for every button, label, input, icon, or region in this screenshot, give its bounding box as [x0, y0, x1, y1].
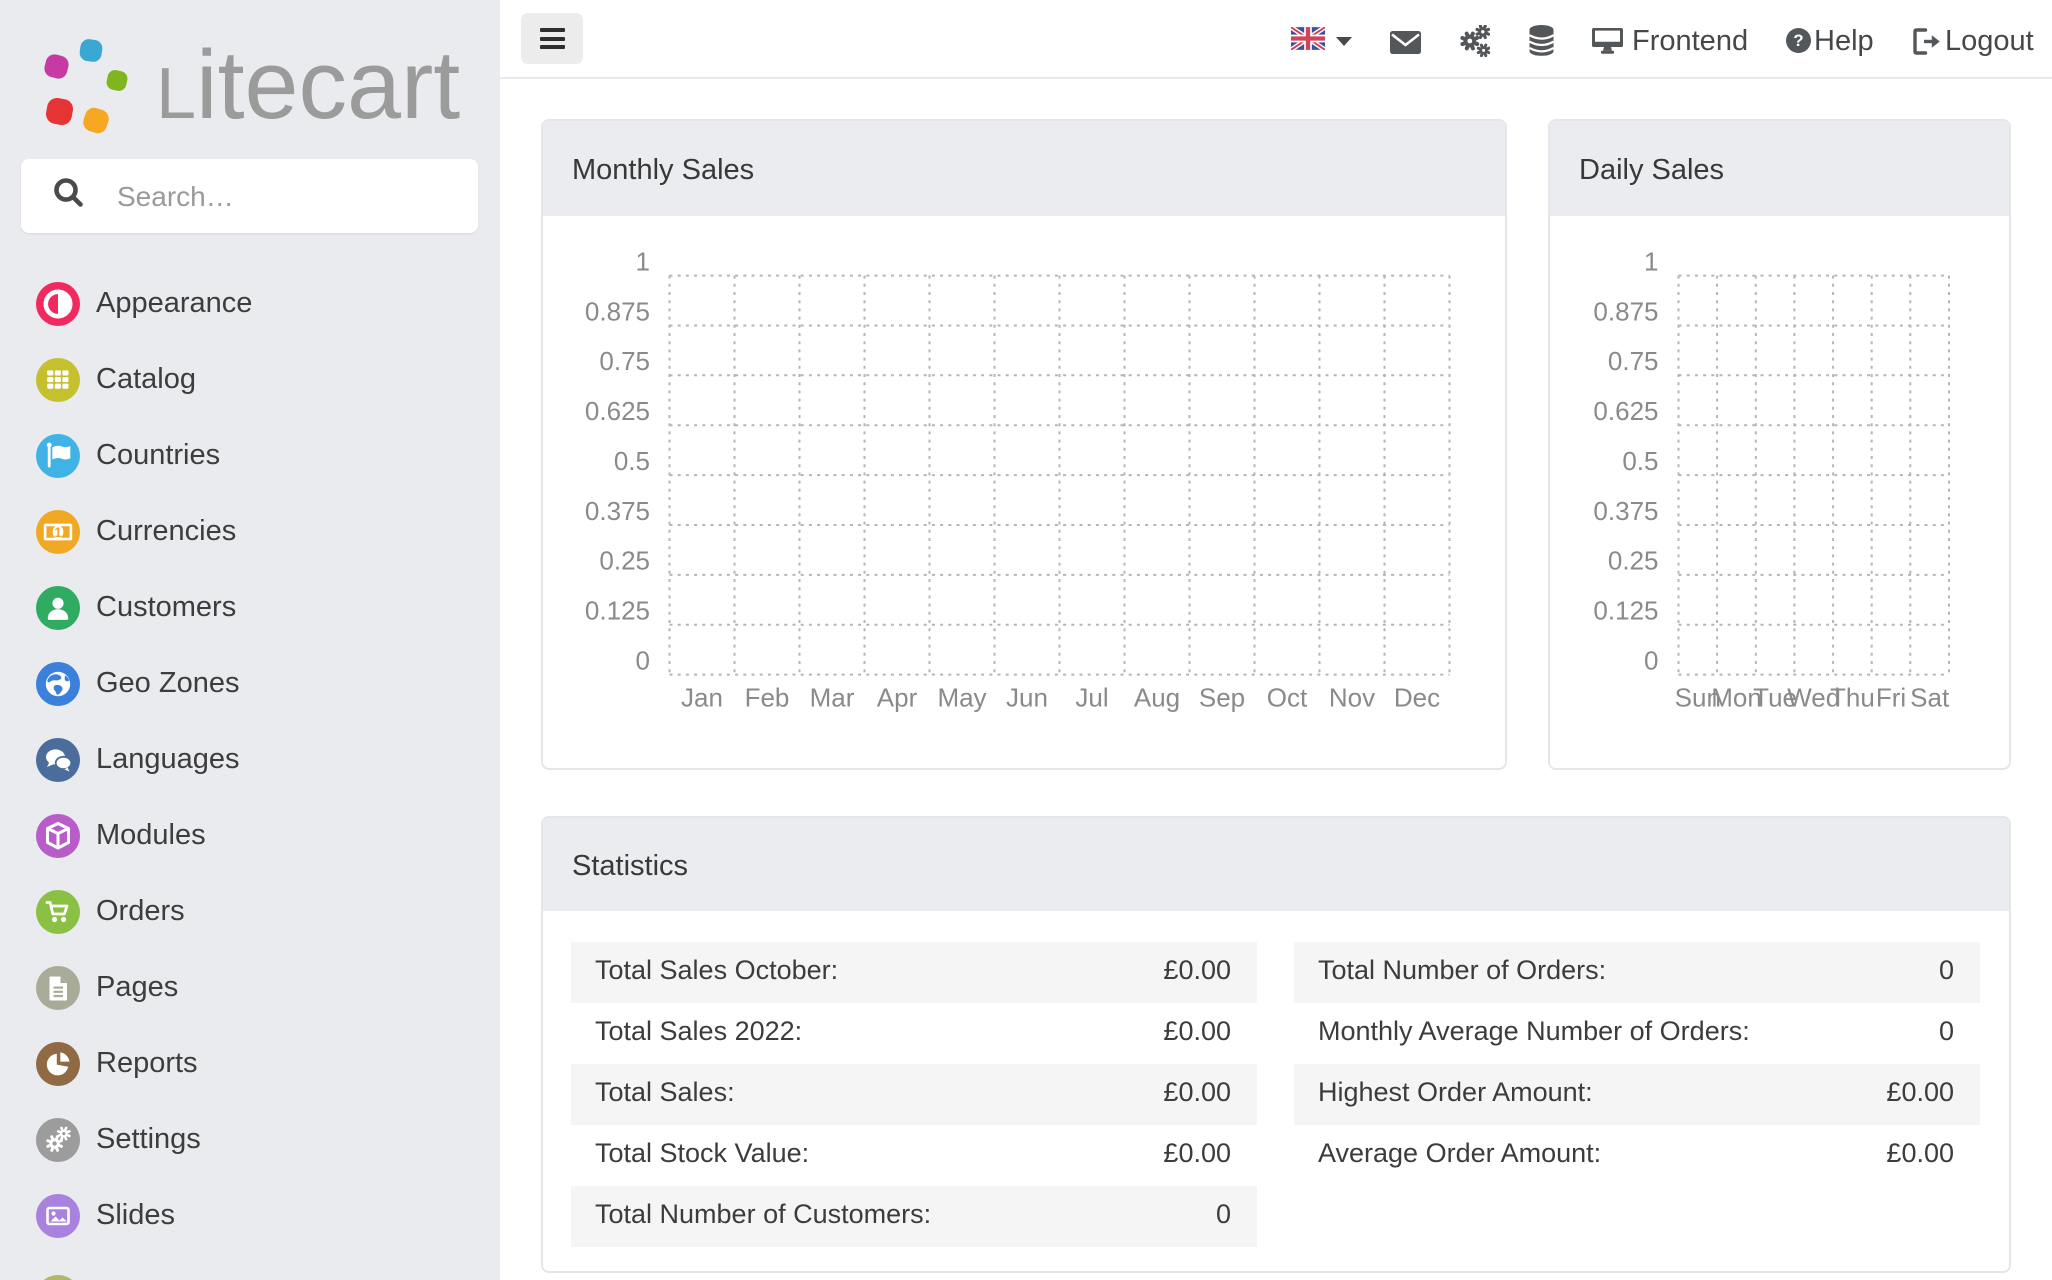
svg-text:0.5: 0.5 — [614, 446, 650, 476]
svg-text:Jul: Jul — [1075, 682, 1108, 712]
svg-text:0.75: 0.75 — [1608, 346, 1659, 376]
svg-text:Oct: Oct — [1267, 682, 1308, 712]
svg-text:0.375: 0.375 — [1593, 496, 1658, 526]
svg-text:Thu: Thu — [1830, 682, 1875, 712]
svg-text:?: ? — [1793, 31, 1803, 50]
svg-text:0: 0 — [636, 645, 650, 675]
svg-text:Feb: Feb — [745, 682, 790, 712]
svg-text:Wed: Wed — [1787, 682, 1840, 712]
svg-text:0.75: 0.75 — [599, 346, 650, 376]
svg-text:0.25: 0.25 — [599, 546, 650, 576]
svg-text:0.875: 0.875 — [585, 296, 650, 326]
svg-text:Jan: Jan — [681, 682, 723, 712]
svg-text:0.875: 0.875 — [1593, 296, 1658, 326]
svg-text:Tue: Tue — [1753, 682, 1797, 712]
svg-text:Sun: Sun — [1675, 682, 1721, 712]
svg-text:Dec: Dec — [1394, 682, 1440, 712]
svg-text:1: 1 — [54, 525, 62, 540]
svg-text:Sat: Sat — [1910, 682, 1950, 712]
svg-text:Mon: Mon — [1711, 682, 1762, 712]
svg-text:0.625: 0.625 — [1593, 396, 1658, 426]
svg-text:Fri: Fri — [1876, 682, 1906, 712]
svg-text:Mar: Mar — [810, 682, 855, 712]
svg-text:Sep: Sep — [1199, 682, 1245, 712]
svg-text:0: 0 — [1644, 645, 1658, 675]
svg-text:May: May — [937, 682, 986, 712]
svg-text:0.25: 0.25 — [1608, 546, 1659, 576]
svg-text:Litecart: Litecart — [156, 30, 460, 139]
svg-text:1: 1 — [636, 246, 650, 276]
svg-text:0.375: 0.375 — [585, 496, 650, 526]
svg-text:Aug: Aug — [1134, 682, 1180, 712]
svg-text:0.625: 0.625 — [585, 396, 650, 426]
svg-text:0.5: 0.5 — [1622, 446, 1658, 476]
svg-text:0.125: 0.125 — [585, 596, 650, 626]
svg-text:Apr: Apr — [877, 682, 918, 712]
svg-text:1: 1 — [1644, 246, 1658, 276]
svg-text:0.125: 0.125 — [1593, 596, 1658, 626]
svg-text:Nov: Nov — [1329, 682, 1375, 712]
svg-text:Jun: Jun — [1006, 682, 1048, 712]
